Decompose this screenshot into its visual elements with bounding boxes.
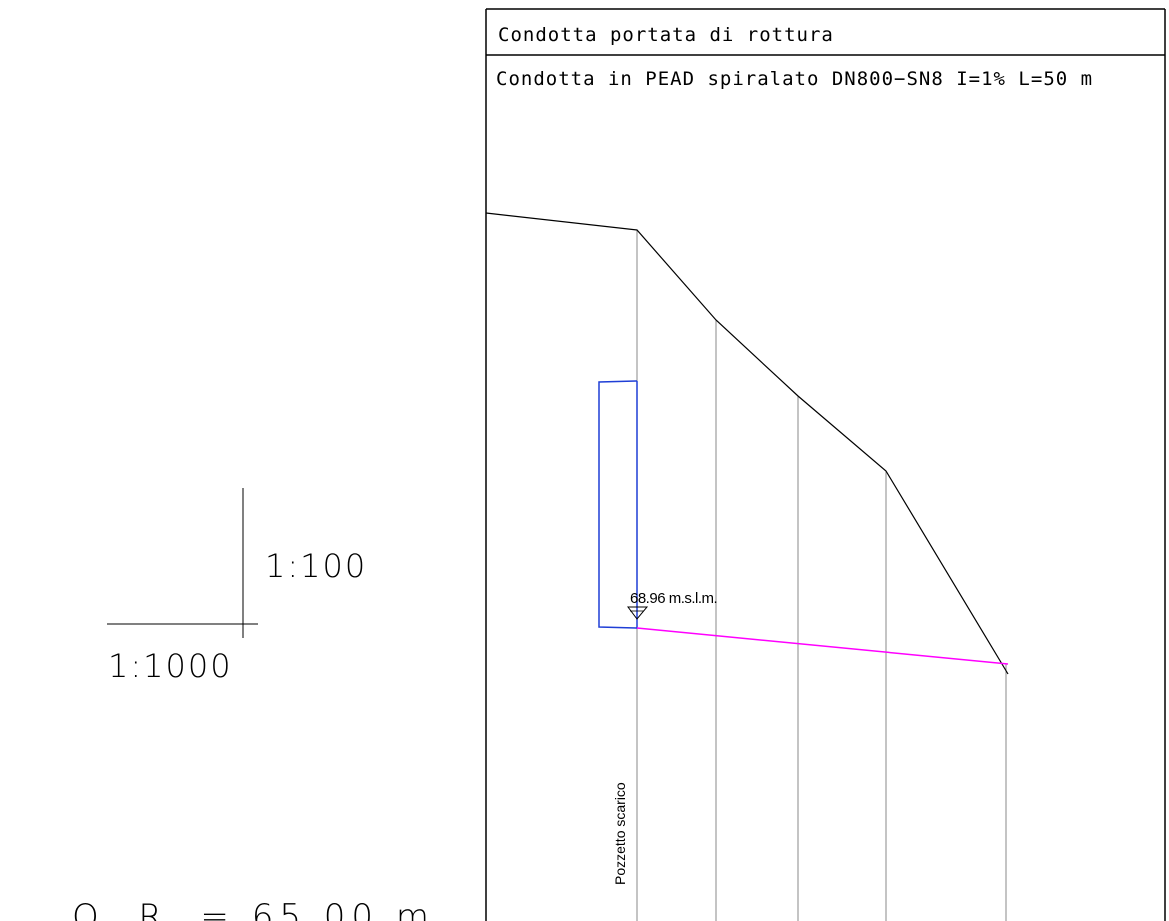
water-level-label: 68.96 m.s.l.m. [630, 590, 717, 607]
drawing-description: Condotta in PEAD spiralato DN800−SN8 I=1… [496, 68, 1093, 90]
title-block: Condotta portata di rottura Condotta in … [485, 8, 1166, 921]
horizontal-scale-label: 1:1000 [108, 647, 233, 685]
ground-profile-line [485, 212, 1009, 675]
water-level-triangle-icon [627, 606, 649, 620]
water-level-marker: 68.96 m.s.l.m. [627, 590, 718, 620]
water-column-box [598, 380, 638, 629]
vertical-scale-label: 1:100 [265, 547, 367, 585]
pipe-line [636, 627, 1009, 665]
scale-indicator: 1:100 1:1000 [107, 488, 367, 685]
drawing-title: Condotta portata di rottura [498, 24, 834, 46]
station-label: Pozzetto scarico [612, 782, 628, 885]
reference-level-label: Q. R. = 65.00 m [72, 897, 435, 921]
station-lines [636, 230, 1007, 921]
